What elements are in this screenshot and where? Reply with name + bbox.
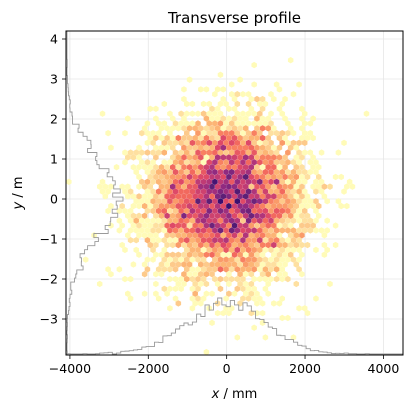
y-tick-label: −1 [40,232,58,247]
x-tick-label: −2000 [127,361,169,376]
y-axis-label: y / m [11,176,26,210]
x-tick-label: 0 [223,361,231,376]
y-tick-label: 2 [50,112,58,127]
x-axis-label: x / mm [211,387,258,402]
x-tick-label: 4000 [368,361,400,376]
y-tick-label: 1 [50,152,58,167]
x-tick-label: −4000 [49,361,91,376]
x-axis-ticks: −4000 −2000 0 2000 4000 [49,355,400,376]
y-axis-ticks: −3 −2 −1 0 1 2 3 4 [40,32,66,327]
x-tick-label: 2000 [289,361,321,376]
y-tick-label: 4 [50,32,58,47]
y-tick-label: −3 [40,312,58,327]
chart-title: Transverse profile [167,9,301,27]
y-tick-label: −2 [40,272,58,287]
y-tick-label: 3 [50,72,58,87]
y-tick-label: 0 [50,192,58,207]
